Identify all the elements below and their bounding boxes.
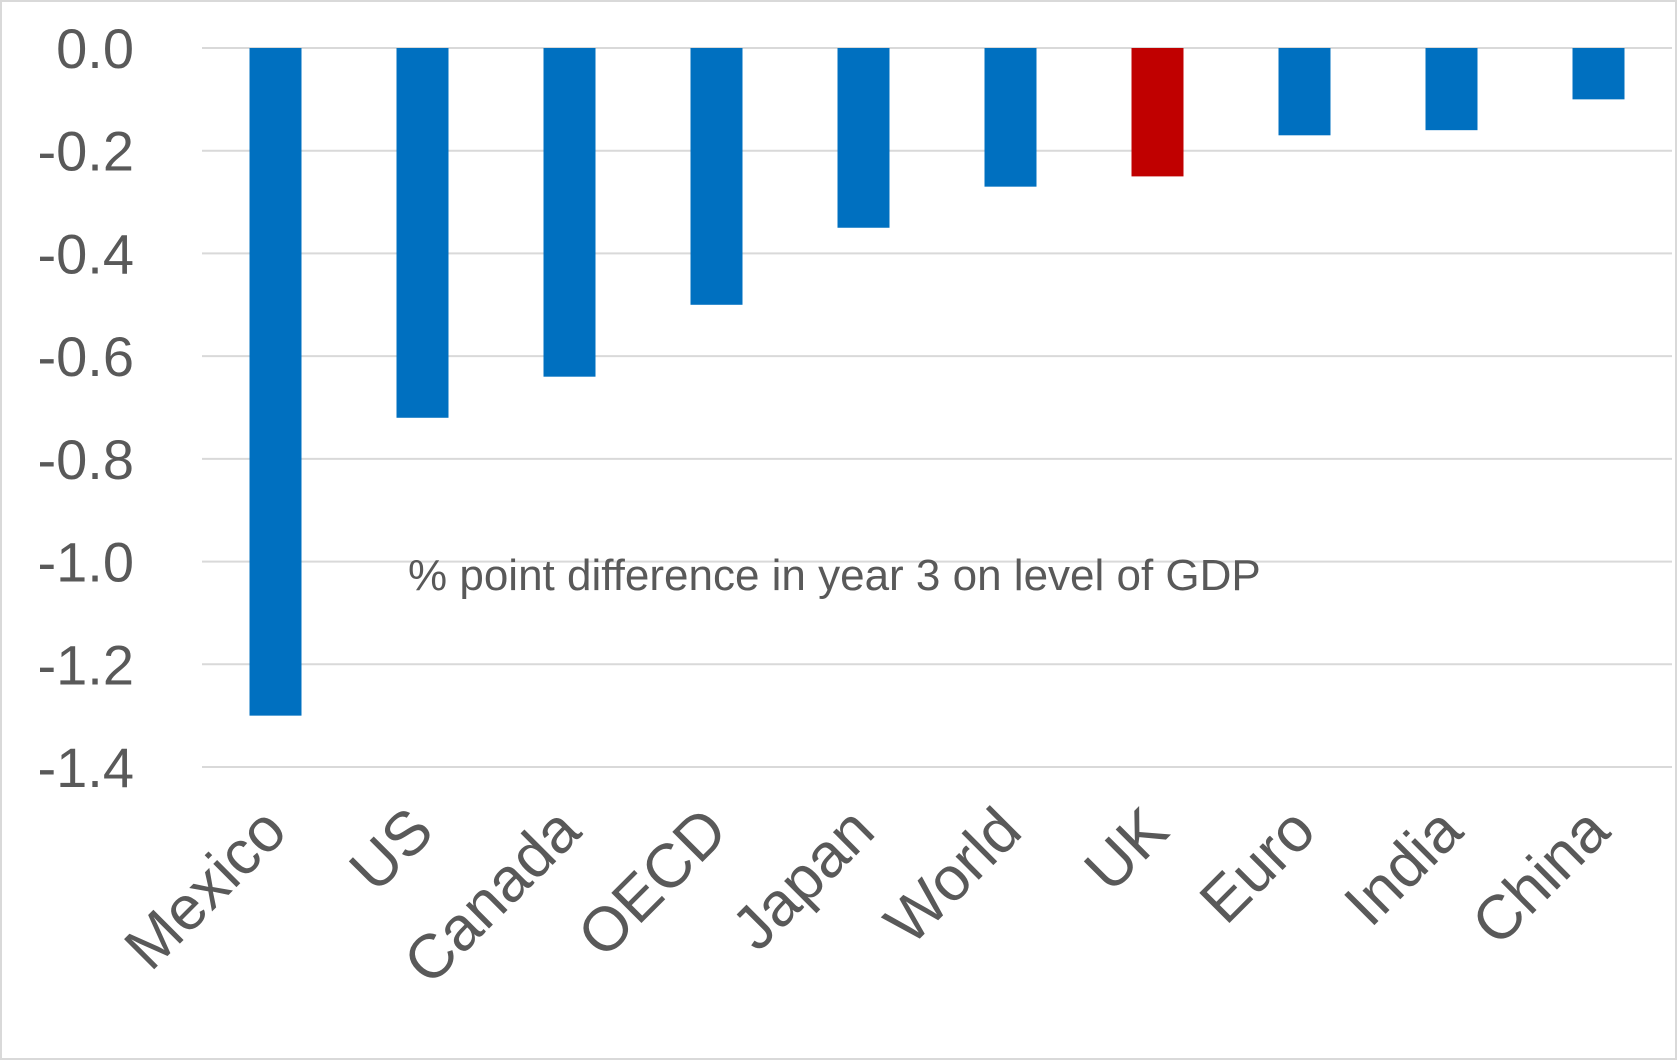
y-tick-label: -0.6 — [38, 325, 135, 388]
bar-oecd — [690, 48, 743, 305]
y-tick-label: -1.2 — [38, 633, 135, 696]
y-tick-label: -0.2 — [38, 120, 135, 183]
y-tick-label: -0.8 — [38, 428, 135, 491]
x-tick-label-oecd: OECD — [565, 795, 740, 970]
x-tick-label-uk: UK — [1072, 795, 1182, 905]
y-axis-tick-labels: 0.0 -0.2 -0.4 -0.6 -0.8 -1.0 -1.2 -1.4 — [38, 17, 135, 799]
x-tick-label-mexico: Mexico — [112, 795, 300, 983]
bar-canada — [543, 48, 596, 377]
chart-annotation: % point difference in year 3 on level of… — [408, 551, 1261, 600]
y-tick-label: -1.0 — [38, 531, 135, 594]
x-tick-label-china: China — [1459, 795, 1623, 959]
x-tick-label-us: US — [337, 795, 447, 905]
bar-india — [1425, 48, 1478, 131]
x-tick-label-japan: Japan — [719, 795, 887, 963]
x-tick-label-euro: Euro — [1187, 795, 1328, 936]
bar-mexico — [249, 48, 302, 716]
bar-us — [396, 48, 449, 418]
bar-world — [984, 48, 1037, 187]
bars — [249, 48, 1625, 716]
bar-uk — [1131, 48, 1184, 177]
bar-euro — [1278, 48, 1331, 136]
y-tick-label: 0.0 — [56, 17, 134, 80]
x-tick-label-india: India — [1332, 795, 1476, 939]
bar-china — [1572, 48, 1625, 100]
x-tick-label-world: World — [872, 795, 1034, 957]
bar-japan — [837, 48, 890, 228]
y-tick-label: -1.4 — [38, 736, 135, 799]
y-tick-label: -0.4 — [38, 222, 135, 285]
